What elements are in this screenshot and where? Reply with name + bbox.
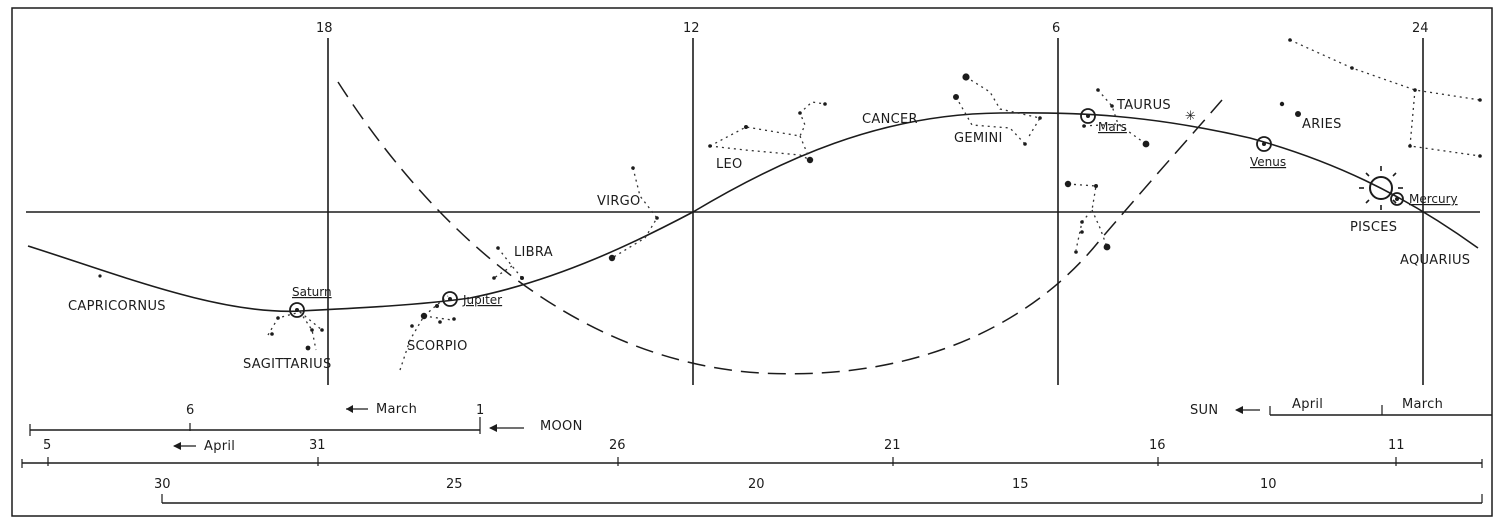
constellation-figures: ✳	[98, 38, 1482, 371]
moon2-day-16: 16	[1149, 438, 1166, 453]
moon-month-march: March	[376, 402, 417, 417]
mars-marker-icon	[1080, 108, 1096, 124]
arrow-left-icon	[346, 405, 368, 413]
label-sagittarius: SAGITTARIUS	[243, 357, 332, 372]
moon2-day-11: 11	[1388, 438, 1405, 453]
jupiter-marker-icon	[442, 291, 458, 307]
moon-day-1: 1	[476, 403, 484, 418]
hour-label-18: 18	[316, 21, 333, 36]
label-aries: ARIES	[1302, 117, 1342, 132]
label-venus: Venus	[1250, 155, 1286, 169]
moon2-arrow-icon	[173, 442, 196, 450]
mercury-marker-icon	[1390, 192, 1404, 206]
label-mercury: Mercury	[1409, 192, 1458, 206]
label-cancer: CANCER	[862, 112, 918, 127]
label-mars: Mars	[1098, 120, 1127, 134]
sun-month-april: April	[1292, 397, 1323, 412]
label-taurus: TAURUS	[1116, 98, 1171, 113]
sun2-day-10: 10	[1260, 477, 1277, 492]
saturn-marker-icon	[289, 302, 305, 318]
moon-day-6: 6	[186, 403, 194, 418]
hour-label-24: 24	[1412, 21, 1429, 36]
label-gemini: GEMINI	[954, 131, 1003, 146]
ecliptic-curve	[27, 112, 1479, 313]
date-scales: 6 1 March MOON SUN April March	[21, 397, 1492, 504]
hour-label-12: 12	[683, 21, 700, 36]
label-saturn: Saturn	[292, 285, 332, 299]
label-aquarius: AQUARIUS	[1400, 253, 1470, 268]
horizon-dashed-curve	[337, 81, 1223, 375]
sun-arrow-icon	[1235, 406, 1260, 414]
sun2-day-15: 15	[1012, 477, 1029, 492]
label-scorpio: SCORPIO	[407, 339, 468, 354]
moon2-day-31: 31	[309, 438, 326, 453]
svg-text:✳: ✳	[1185, 109, 1196, 124]
sun2-day-25: 25	[446, 477, 463, 492]
venus-marker-icon	[1256, 136, 1272, 152]
hour-label-6: 6	[1052, 21, 1060, 36]
label-jupiter: Jupiter	[462, 293, 502, 307]
sun2-day-20: 20	[748, 477, 765, 492]
chart-frame	[11, 7, 1493, 517]
moon2-day-21: 21	[884, 438, 901, 453]
sun-icon	[1359, 166, 1403, 210]
moon-label: MOON	[540, 419, 583, 434]
label-libra: LIBRA	[514, 245, 553, 260]
moon2-day-5: 5	[43, 438, 51, 453]
sun-label: SUN	[1190, 403, 1218, 418]
moon2-month-april: April	[204, 439, 235, 454]
label-pisces: PISCES	[1350, 220, 1397, 235]
label-virgo: VIRGO	[597, 194, 641, 209]
sun2-day-30: 30	[154, 477, 171, 492]
label-capricornus: CAPRICORNUS	[68, 299, 166, 314]
label-leo: LEO	[716, 157, 743, 172]
moon-arrow-icon	[489, 424, 524, 432]
moon2-day-26: 26	[609, 438, 626, 453]
sun-month-march: March	[1402, 397, 1443, 412]
